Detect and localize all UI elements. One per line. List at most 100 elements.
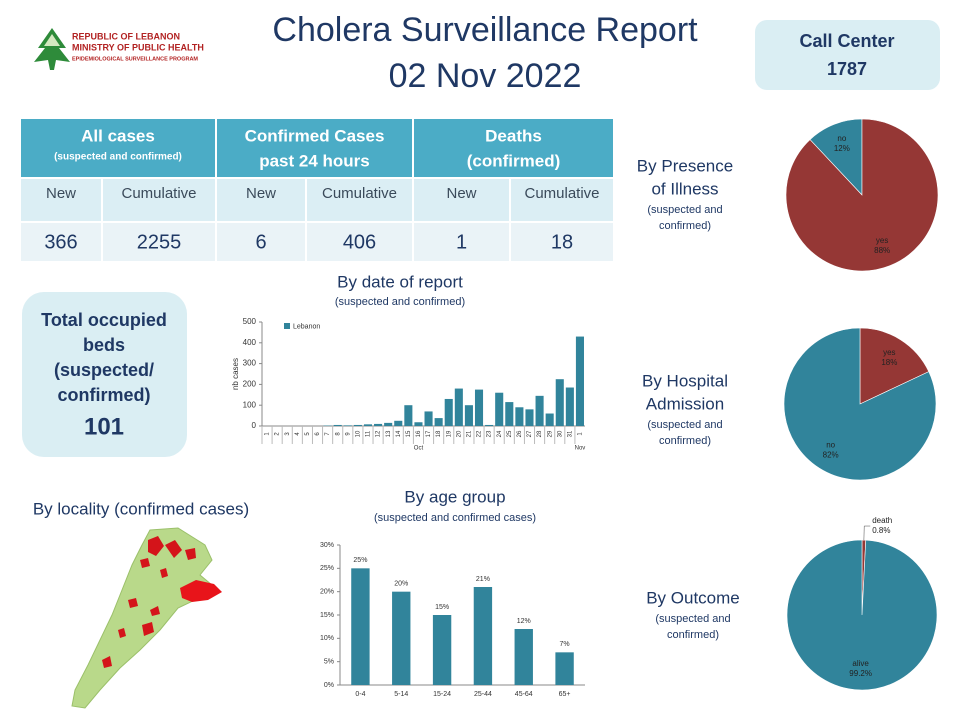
x-tick-label: 25-44	[474, 691, 492, 698]
table-column-label: Cumulative	[322, 185, 397, 202]
bar	[515, 407, 524, 426]
pie-slice	[785, 118, 939, 272]
table-cell	[215, 221, 307, 263]
x-tick-label: 19	[446, 430, 452, 437]
bar	[474, 389, 484, 426]
pie-slice	[783, 327, 937, 481]
chart-subtitle: confirmed)	[659, 435, 711, 447]
slice-value-label: 18%	[881, 358, 897, 367]
table-group-header	[412, 117, 615, 179]
x-tick-label: 20	[456, 430, 462, 437]
chart-title: By Hospital	[642, 371, 728, 390]
bar	[485, 424, 494, 426]
call-center-number: 1787	[827, 59, 867, 79]
y-tick-label: 30%	[320, 542, 334, 549]
table-value: 6	[255, 231, 266, 253]
bar	[464, 405, 473, 426]
bar	[535, 395, 544, 426]
y-tick-label: 5%	[324, 659, 334, 666]
bar	[343, 425, 352, 426]
y-axis-label: nb cases	[231, 358, 240, 390]
y-tick-label: 15%	[320, 612, 334, 619]
legend-label: Lebanon	[293, 323, 320, 330]
x-tick-label: 27	[527, 430, 533, 437]
legend-swatch	[284, 323, 290, 329]
chart-subtitle: (suspected and confirmed)	[335, 296, 465, 308]
table-column-label: New	[246, 185, 276, 202]
bar	[505, 402, 514, 426]
beds-label: confirmed)	[57, 385, 150, 405]
y-tick-label: 20%	[320, 589, 334, 596]
chart-subtitle: (suspected and	[655, 613, 730, 625]
table-cell	[412, 221, 511, 263]
table-value: 406	[343, 231, 376, 253]
y-tick-label: 0	[252, 421, 257, 430]
report-title: Cholera Surveillance Report	[272, 11, 698, 49]
x-tick-label: 3	[285, 432, 291, 436]
x-tick-label: 28	[537, 430, 543, 437]
report-date: 02 Nov 2022	[389, 57, 582, 95]
chart-title: Admission	[646, 394, 724, 413]
bar	[351, 568, 370, 685]
table-group-label: (confirmed)	[467, 151, 561, 170]
org-line: EPIDEMIOLOGICAL SURVEILLANCE PROGRAM	[72, 56, 198, 62]
slice-label: no	[826, 440, 835, 449]
bar	[525, 409, 534, 426]
y-tick-label: 10%	[320, 635, 334, 642]
bar-value-label: 7%	[560, 641, 570, 648]
slice-label: alive	[852, 659, 869, 668]
x-tick-label: 26	[517, 430, 523, 437]
slice-value-label: 82%	[823, 450, 839, 459]
beds-box	[22, 292, 187, 457]
table-group-label: All cases	[81, 126, 155, 145]
chart-title: By age group	[404, 487, 505, 506]
table-column-header	[509, 177, 615, 223]
table-column-label: Cumulative	[121, 185, 196, 202]
bar	[444, 398, 453, 426]
table-value: 366	[44, 231, 77, 253]
table-value: 18	[551, 231, 573, 253]
x-tick-label: 9	[345, 432, 351, 436]
org-line: REPUBLIC OF LEBANON	[72, 31, 180, 41]
bar	[353, 424, 362, 426]
x-tick-label: 65+	[559, 691, 571, 698]
slice-value-label: 88%	[874, 246, 890, 255]
slice-value-label: 12%	[834, 144, 850, 153]
chart-title: By Presence	[637, 156, 733, 175]
x-tick-label: 2	[275, 432, 281, 436]
x-tick-label: 4	[295, 432, 301, 436]
bar	[473, 587, 493, 685]
table-column-label: New	[46, 185, 76, 202]
beds-label: (suspected/	[54, 360, 154, 380]
bar	[565, 387, 574, 426]
y-tick-label: 25%	[320, 565, 334, 572]
slice-label: no	[837, 134, 846, 143]
y-tick-label: 200	[243, 380, 257, 389]
bar	[454, 388, 463, 426]
x-tick-label: 30	[557, 430, 563, 437]
bar-value-label: 21%	[476, 576, 490, 583]
chart-title: of Illness	[651, 179, 718, 198]
bar	[555, 379, 564, 426]
x-tick-label: 16	[416, 430, 422, 437]
x-tick-label: 45-64	[515, 691, 533, 698]
x-tick-label: 1	[265, 432, 271, 436]
chart-title: By Outcome	[646, 588, 740, 607]
y-tick-label: 400	[243, 338, 257, 347]
locality-map	[71, 527, 222, 709]
chart-title: By date of report	[337, 272, 463, 291]
x-tick-label: 7	[325, 432, 331, 436]
x-tick-label: 0-4	[355, 691, 365, 698]
slice-value-label: 0.8%	[872, 526, 890, 535]
bar	[404, 405, 413, 426]
x-tick-label: 23	[487, 430, 493, 437]
bar-value-label: 12%	[517, 618, 531, 625]
bar	[432, 615, 452, 685]
x-tick-label: 11	[366, 430, 372, 437]
x-tick-label: 12	[376, 430, 382, 437]
x-tick-label: 5	[305, 432, 311, 436]
bar	[514, 629, 533, 685]
bar	[394, 420, 403, 426]
x-tick-label: 31	[567, 430, 573, 437]
